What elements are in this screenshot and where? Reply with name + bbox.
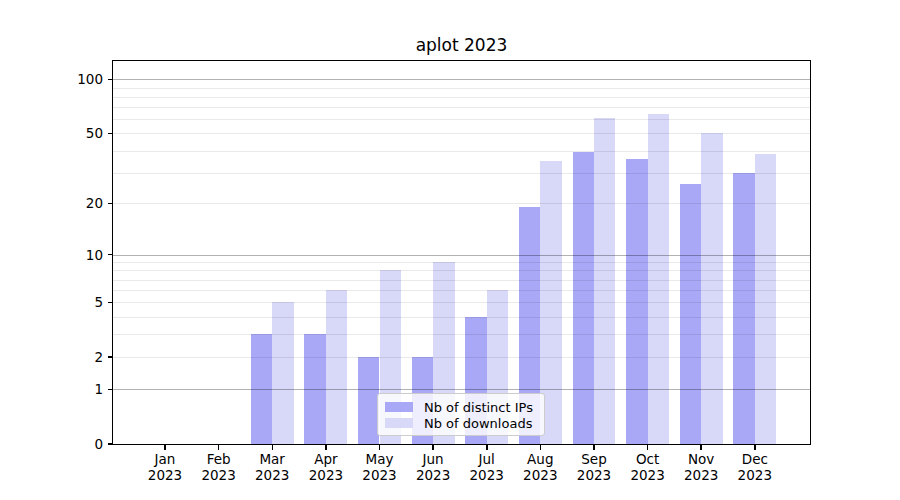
x-tick-mark [486, 445, 488, 450]
gridline-major [113, 389, 810, 390]
x-tick-mark [647, 445, 649, 450]
gridline-minor [113, 262, 810, 263]
y-tick-mark [108, 302, 113, 304]
legend-label: Nb of distinct IPs [424, 400, 533, 415]
y-tick-label: 20 [0, 194, 103, 212]
gridline-major [113, 79, 810, 80]
legend-label: Nb of downloads [424, 416, 532, 431]
plot-area: Nb of distinct IPsNb of downloads [112, 60, 811, 445]
y-tick-label: 50 [0, 124, 103, 142]
gridline-minor [113, 270, 810, 271]
x-tick-mark [218, 445, 220, 450]
y-tick-label: 1 [0, 380, 103, 398]
y-tick-label: 10 [0, 246, 103, 264]
y-tick-label: 0 [0, 435, 103, 453]
x-tick-year: 2023 [723, 467, 787, 483]
x-tick-mark [540, 445, 542, 450]
gridline-minor [113, 88, 810, 89]
figure: aplot 2023 Nb of distinct IPsNb of downl… [0, 0, 900, 500]
x-tick-mark [272, 445, 274, 450]
y-tick-mark [108, 203, 113, 205]
x-tick-mark [432, 445, 434, 450]
x-tick-mark [325, 445, 327, 450]
gridline-minor [113, 133, 810, 134]
x-tick-mark [593, 445, 595, 450]
y-tick-label: 5 [0, 293, 103, 311]
gridline-minor [113, 97, 810, 98]
gridline-minor [113, 151, 810, 152]
y-tick-label: 2 [0, 348, 103, 366]
gridline-minor [113, 302, 810, 303]
gridline-minor [113, 357, 810, 358]
gridline-minor [113, 203, 810, 204]
gridline-minor [113, 334, 810, 335]
y-tick-mark [108, 389, 113, 391]
x-tick-label: Dec2023 [723, 451, 787, 483]
gridline-major [113, 255, 810, 256]
y-tick-mark [108, 79, 113, 81]
gridline-minor [113, 107, 810, 108]
y-tick-mark [108, 254, 113, 256]
legend: Nb of distinct IPsNb of downloads [377, 393, 545, 436]
y-tick-mark [108, 443, 113, 445]
x-tick-mark [379, 445, 381, 450]
legend-swatch [385, 402, 413, 412]
x-tick-mark [164, 445, 166, 450]
y-tick-mark [108, 356, 113, 358]
gridlines-layer [113, 61, 810, 444]
legend-item: Nb of distinct IPs [385, 399, 538, 415]
x-tick-month: Dec [723, 451, 787, 467]
legend-item: Nb of downloads [385, 415, 538, 431]
x-tick-mark [700, 445, 702, 450]
gridline-minor [113, 280, 810, 281]
gridline-minor [113, 290, 810, 291]
legend-swatch [385, 418, 413, 428]
y-tick-label: 100 [0, 70, 103, 88]
y-tick-mark [108, 133, 113, 135]
gridline-minor [113, 317, 810, 318]
gridline-minor [113, 119, 810, 120]
chart-title: aplot 2023 [112, 35, 811, 55]
x-tick-mark [754, 445, 756, 450]
gridline-minor [113, 173, 810, 174]
